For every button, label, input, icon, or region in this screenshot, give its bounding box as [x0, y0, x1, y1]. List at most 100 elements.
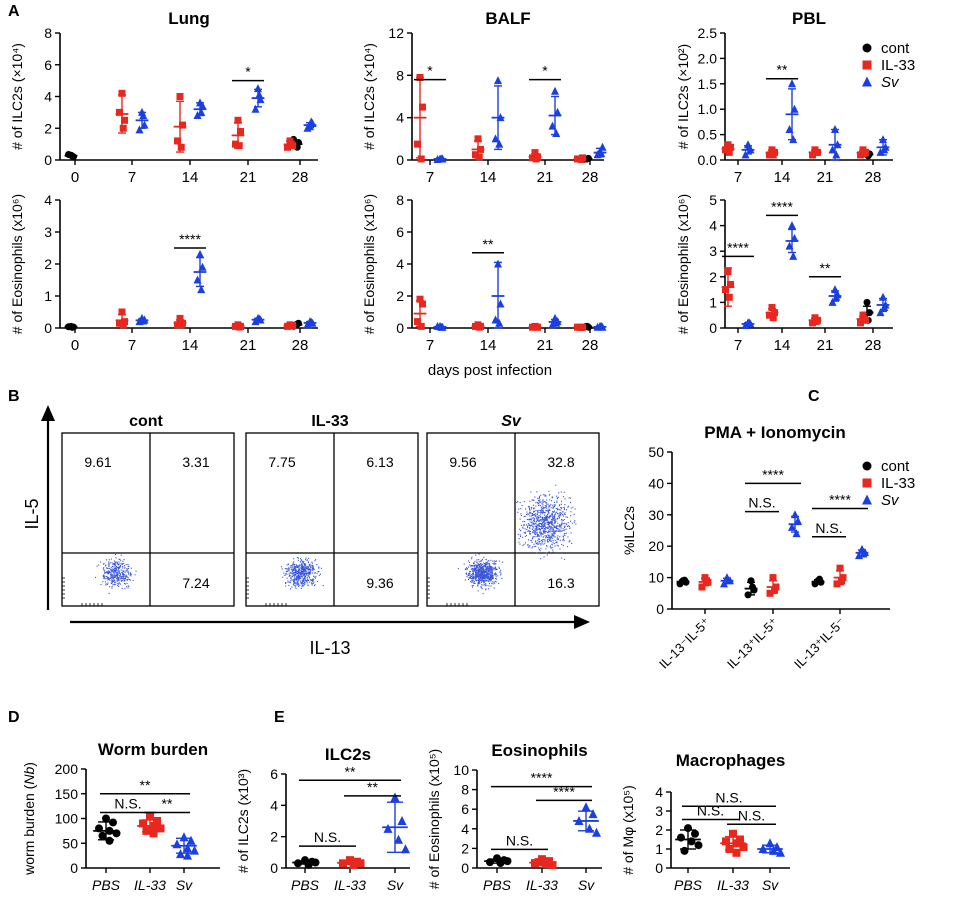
flow-event: [308, 571, 310, 573]
flow-event: [113, 579, 115, 581]
flow-event: [533, 543, 535, 545]
flow-event: [537, 539, 539, 541]
flow-event: [546, 502, 548, 504]
flow-event: [113, 570, 115, 572]
flow-event: [542, 520, 544, 522]
flow-event: [479, 572, 481, 574]
flow-event: [555, 512, 557, 514]
flow-event: [306, 582, 308, 584]
flow-event: [551, 522, 553, 524]
data-point: [857, 319, 864, 327]
flow-event: [130, 567, 132, 569]
flow-event: [556, 538, 558, 540]
flow-event: [535, 532, 537, 534]
flow-event: [469, 575, 471, 577]
flow-event: [552, 530, 554, 532]
flow-event: [117, 570, 119, 572]
flow-event: [496, 578, 498, 580]
flow-event: [130, 575, 132, 577]
flow-event: [557, 545, 559, 547]
flow-event: [298, 584, 300, 586]
flow-event: [106, 577, 108, 579]
flow-event: [528, 506, 530, 508]
flow-event: [293, 567, 295, 569]
flow-event: [550, 521, 552, 523]
flow-event: [557, 539, 559, 541]
series-Sv: [135, 84, 317, 134]
flow-event: [524, 531, 526, 533]
flow-event: [473, 577, 475, 579]
flow-event: [531, 528, 533, 530]
data-point: [812, 318, 820, 326]
series-PBS: [93, 814, 121, 845]
flow-event: [289, 575, 291, 577]
flow-event: [538, 501, 540, 503]
flow-event: [303, 568, 305, 570]
flow-event: [544, 525, 546, 527]
flow-event: [490, 580, 492, 582]
flow-event: [541, 506, 543, 508]
flow-event: [528, 513, 530, 515]
flow-event: [301, 575, 303, 577]
flow-event: [565, 516, 567, 518]
flow-event: [542, 539, 544, 541]
y-tick-label: 10: [648, 570, 664, 586]
flow-event: [322, 585, 324, 587]
data-point: [139, 111, 148, 120]
flow-event: [126, 576, 128, 578]
flow-event: [108, 571, 110, 573]
flow-event: [309, 573, 311, 575]
flow-event: [536, 532, 538, 534]
flow-event: [469, 570, 471, 572]
significance-label: **: [367, 779, 378, 795]
flow-event: [500, 574, 502, 576]
flow-event: [472, 577, 474, 579]
flow-event: [296, 576, 298, 578]
flow-event: [567, 546, 569, 548]
flow-event: [472, 582, 474, 584]
flow-event: [574, 508, 576, 510]
flow-event: [530, 491, 532, 493]
flow-event: [114, 579, 116, 581]
flow-event: [530, 518, 532, 520]
flow-event: [490, 579, 492, 581]
flow-event: [111, 587, 113, 589]
flow-event: [488, 568, 490, 570]
flow-event: [301, 581, 303, 583]
flow-event: [124, 579, 126, 581]
flow-event: [314, 584, 316, 586]
flow-event: [558, 517, 560, 519]
flow-event: [492, 576, 494, 578]
data-point: [116, 108, 123, 116]
flow-event: [545, 515, 547, 517]
flow-event: [485, 562, 487, 564]
flow-event: [553, 520, 555, 522]
flow-event: [118, 572, 120, 574]
flow-event: [467, 560, 469, 562]
flow-event: [523, 524, 525, 526]
flow-event: [537, 525, 539, 527]
flow-event: [115, 566, 117, 568]
flow-event: [546, 554, 548, 556]
flow-event: [563, 529, 565, 531]
flow-event: [482, 571, 484, 573]
flow-event: [300, 587, 302, 589]
y-tick-label: 1: [655, 841, 663, 857]
flow-event: [132, 579, 134, 581]
flow-event: [549, 514, 551, 516]
flow-event: [559, 529, 561, 531]
flow-event: [483, 568, 485, 570]
flow-event: [290, 578, 292, 580]
flow-event: [487, 560, 489, 562]
flow-event: [523, 501, 525, 503]
flow-event: [534, 545, 536, 547]
flow-event: [310, 566, 312, 568]
flow-event: [547, 526, 549, 528]
flow-event: [125, 574, 127, 576]
flow-event: [302, 580, 304, 582]
flow-event: [114, 561, 116, 563]
x-tick-label: 7: [426, 337, 434, 354]
flow-event: [533, 508, 535, 510]
